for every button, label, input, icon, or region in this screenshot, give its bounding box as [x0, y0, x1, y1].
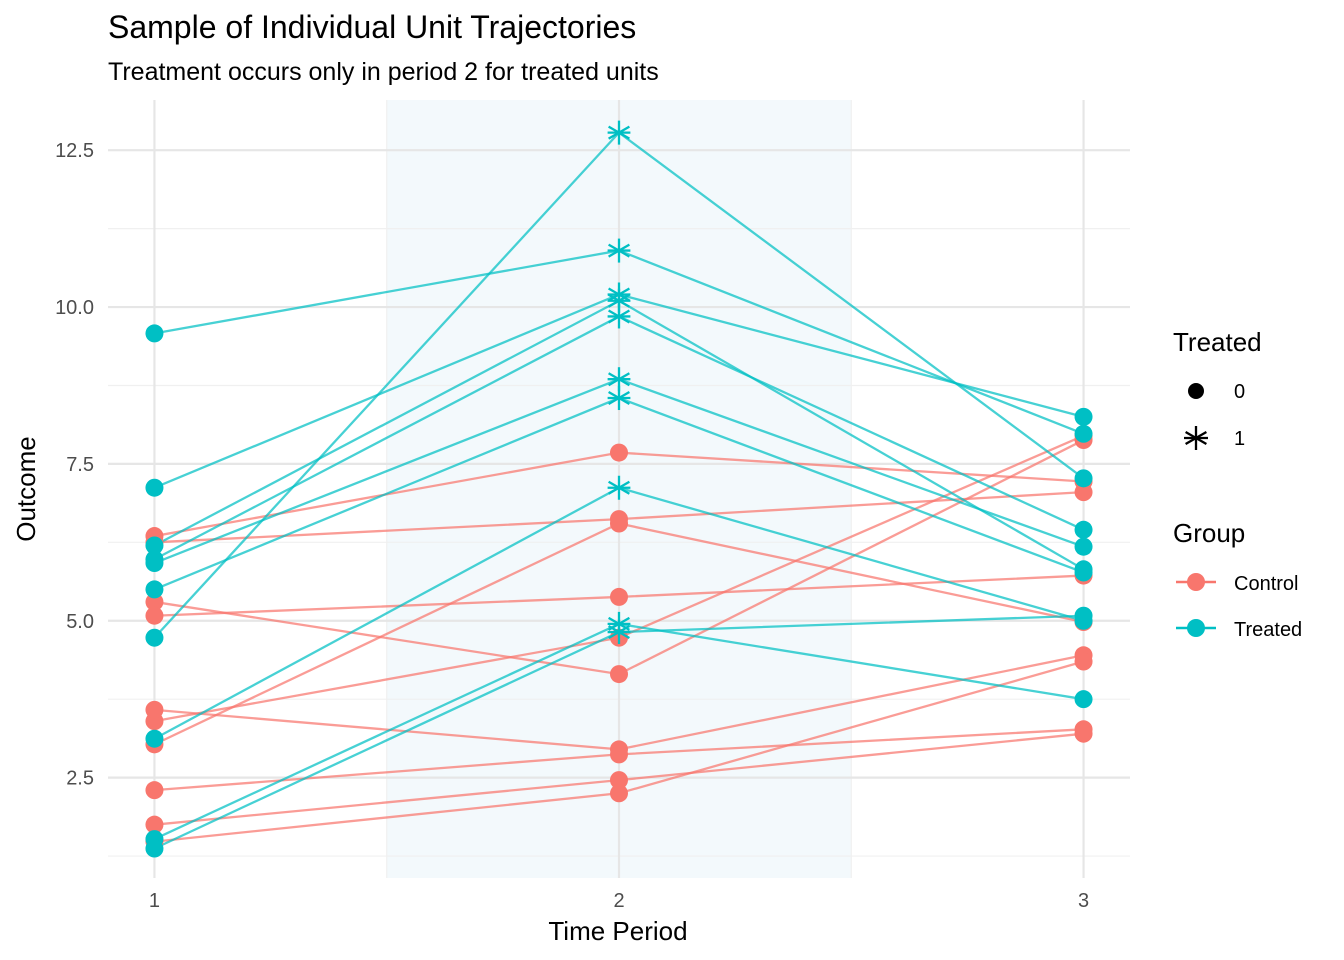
legend-group-title: Group — [1173, 518, 1245, 548]
y-tick-label: 5.0 — [66, 611, 94, 633]
legend-treated-0-marker — [1188, 383, 1204, 399]
legend-treated-title: Treated — [1173, 327, 1262, 357]
data-point-treated — [1074, 407, 1093, 426]
legend-treated-0-label: 0 — [1234, 381, 1245, 403]
data-point-control — [1074, 483, 1093, 502]
data-point-treated — [1074, 424, 1093, 443]
data-point-control — [610, 784, 628, 803]
y-tick-label: 12.5 — [55, 140, 94, 162]
chart-subtitle: Treatment occurs only in period 2 for tr… — [108, 58, 659, 86]
y-tick-label: 7.5 — [66, 454, 94, 476]
y-tick-label: 10.0 — [55, 297, 94, 319]
data-point-control — [610, 443, 628, 462]
data-point-treated-star — [607, 120, 631, 145]
data-point-treated-star — [607, 386, 631, 411]
legend-control-marker — [1187, 573, 1205, 591]
data-point-treated-star — [607, 475, 631, 500]
data-point-control — [610, 514, 628, 533]
data-point-control — [610, 771, 628, 790]
data-point-treated — [1074, 537, 1093, 556]
data-point-treated — [145, 536, 164, 555]
data-point-treated — [145, 478, 164, 497]
data-point-treated — [145, 729, 164, 748]
data-point-control — [145, 606, 164, 625]
data-point-treated — [145, 554, 164, 573]
data-point-control — [145, 781, 164, 800]
chart-title: Sample of Individual Unit Trajectories — [108, 9, 636, 45]
data-point-treated — [1074, 606, 1093, 625]
legend-treated-marker — [1187, 619, 1205, 637]
data-point-control — [610, 665, 628, 684]
data-point-treated-star — [607, 304, 631, 329]
legend-treated-1-label: 1 — [1234, 428, 1245, 450]
data-point-treated — [1074, 563, 1093, 582]
data-point-treated — [145, 580, 164, 599]
data-point-treated-star — [607, 620, 631, 645]
data-point-control — [610, 745, 628, 764]
data-point-treated — [1074, 520, 1093, 539]
data-point-treated — [145, 839, 164, 858]
data-point-control — [145, 815, 164, 834]
data-point-treated — [145, 324, 164, 343]
x-axis-title: Time Period — [548, 916, 687, 946]
legend: Treated 0 1 Group Control Treated — [1173, 327, 1302, 641]
y-axis-ticks: 2.5 5.0 7.5 10.0 12.5 — [55, 140, 94, 789]
x-tick-label: 1 — [149, 890, 160, 912]
data-points — [145, 120, 1093, 858]
plot-area — [108, 100, 1130, 878]
data-point-treated-star — [607, 288, 631, 313]
data-point-treated — [1074, 469, 1093, 488]
x-tick-label: 3 — [1078, 890, 1089, 912]
data-point-control — [1074, 724, 1093, 743]
data-point-treated — [145, 628, 164, 647]
legend-treated-label: Treated — [1234, 619, 1302, 641]
x-tick-label: 2 — [613, 890, 624, 912]
data-point-control — [145, 592, 164, 611]
data-point-control — [610, 587, 628, 606]
data-point-control — [145, 700, 164, 719]
legend-control-label: Control — [1234, 573, 1298, 595]
data-point-treated-star — [607, 238, 631, 263]
x-axis-ticks: 1 2 3 — [149, 890, 1089, 912]
data-point-control — [1074, 652, 1093, 671]
y-axis-title: Outcome — [11, 436, 41, 542]
y-tick-label: 2.5 — [66, 768, 94, 790]
data-point-treated — [1074, 690, 1093, 709]
legend-treated-1-marker — [1184, 426, 1208, 450]
